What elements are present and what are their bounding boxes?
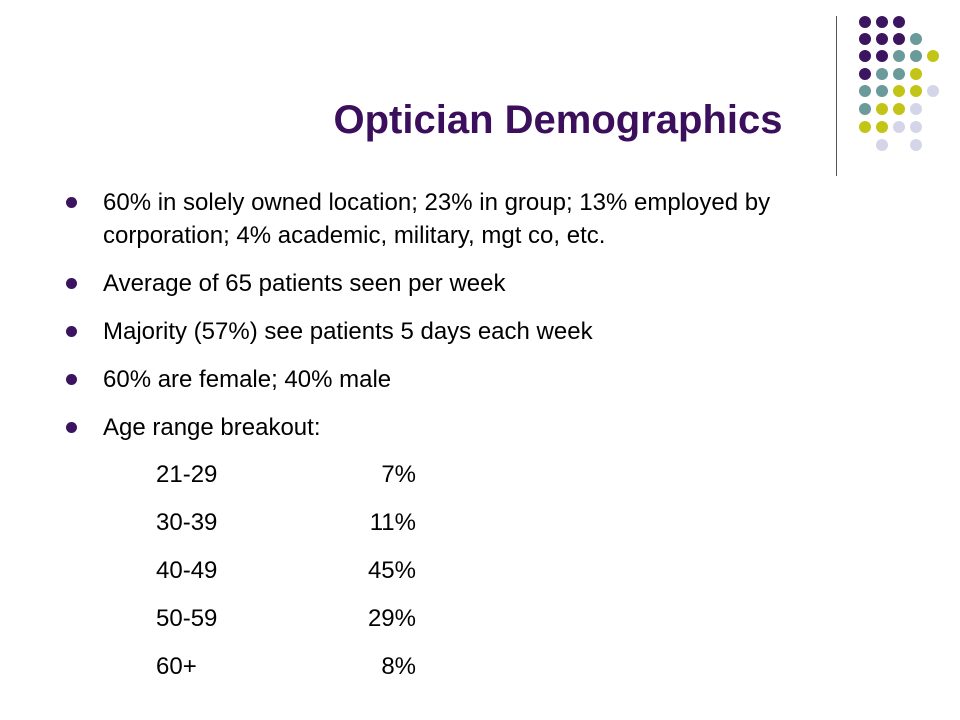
decorative-dot	[859, 85, 871, 97]
decorative-dot	[910, 50, 922, 62]
bullet-item: Majority (57%) see patients 5 days each …	[66, 315, 896, 348]
decorative-dot	[910, 103, 922, 115]
decorative-dot	[876, 139, 888, 151]
age-range-label: 21-29	[156, 461, 218, 488]
decorative-dot	[893, 121, 905, 133]
bullet-icon	[66, 422, 77, 433]
age-range-label: 50-59	[156, 605, 218, 632]
bullet-item: 60% are female; 40% male	[66, 363, 896, 396]
decorative-dot	[859, 33, 871, 45]
decorative-dot-grid	[859, 16, 939, 151]
age-percent-value: 11%	[369, 509, 416, 536]
slide-title: Optician Demographics	[333, 98, 783, 142]
decorative-dot	[859, 50, 871, 62]
bullet-text: Majority (57%) see patients 5 days each …	[103, 318, 593, 345]
decorative-dot	[876, 50, 888, 62]
decorative-dot	[859, 16, 871, 28]
age-percent-value: 29%	[367, 605, 416, 632]
age-row: 60+ 8%	[156, 650, 416, 698]
decorative-dot	[910, 139, 922, 151]
age-row: 40-49 45%	[156, 554, 416, 602]
bullet-item: 60% in solely owned location; 23% in gro…	[66, 186, 896, 252]
bullet-text: Average of 65 patients seen per week	[103, 270, 506, 297]
decorative-dot	[859, 103, 871, 115]
bullet-item: Age range breakout:	[66, 411, 896, 444]
age-range-label: 40-49	[156, 557, 218, 584]
decorative-dot	[893, 85, 905, 97]
age-percent-value: 8%	[381, 653, 416, 680]
decorative-dot	[876, 16, 888, 28]
decorative-dot	[893, 50, 905, 62]
decorative-dot	[910, 121, 922, 133]
decorative-dot	[927, 50, 939, 62]
bullet-icon	[66, 278, 77, 289]
age-row: 30-39 11%	[156, 506, 416, 554]
age-row: 21-29 7%	[156, 458, 416, 506]
bullet-text: 60% in solely owned location; 23% in gro…	[103, 189, 771, 249]
decorative-dot	[859, 121, 871, 133]
decorative-dot	[876, 33, 888, 45]
age-breakout-table: 21-29 7% 30-39 11% 40-49 45% 50-59 29% 6…	[156, 458, 416, 698]
age-percent-value: 45%	[367, 557, 416, 584]
decorative-dot	[876, 121, 888, 133]
decorative-dot	[893, 103, 905, 115]
decorative-dot	[893, 16, 905, 28]
age-row: 50-59 29%	[156, 602, 416, 650]
decorative-dot	[893, 68, 905, 80]
bullet-list: 60% in solely owned location; 23% in gro…	[66, 186, 896, 459]
bullet-icon	[66, 326, 77, 337]
bullet-text: Age range breakout:	[103, 414, 321, 441]
bullet-item: Average of 65 patients seen per week	[66, 267, 896, 300]
decorative-dot	[859, 68, 871, 80]
bullet-icon	[66, 374, 77, 385]
decorative-dot	[927, 85, 939, 97]
vertical-divider	[836, 16, 837, 176]
age-range-label: 60+	[156, 653, 197, 680]
bullet-icon	[66, 197, 77, 208]
age-percent-value: 7%	[381, 461, 416, 488]
decorative-dot	[910, 85, 922, 97]
decorative-dot	[910, 33, 922, 45]
age-range-label: 30-39	[156, 509, 218, 536]
bullet-text: 60% are female; 40% male	[103, 366, 392, 393]
decorative-dot	[876, 103, 888, 115]
decorative-dot	[910, 68, 922, 80]
decorative-dot	[876, 68, 888, 80]
decorative-dot	[893, 33, 905, 45]
decorative-dot	[876, 85, 888, 97]
